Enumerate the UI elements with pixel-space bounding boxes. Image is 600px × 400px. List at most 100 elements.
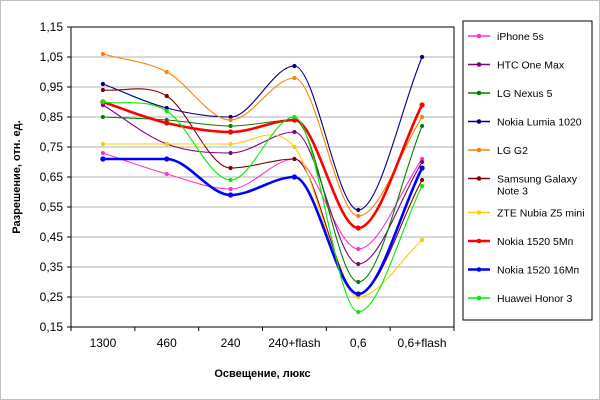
data-point (356, 246, 361, 252)
data-point (227, 192, 234, 198)
x-tick-label: 0,6+flash (398, 336, 447, 350)
data-point (356, 279, 361, 285)
legend-label: Nokia 1520 5Мп (497, 236, 573, 248)
legend-label: Nokia 1520 16Мп (497, 265, 579, 277)
data-point (419, 102, 425, 108)
data-point (228, 186, 233, 192)
data-point (292, 75, 297, 81)
data-point (100, 114, 106, 120)
data-point (164, 156, 170, 162)
legend-label: Samsung Galaxy Note 3 (497, 174, 578, 198)
data-point (356, 261, 361, 267)
y-axis-label: Разрешение, отн. ед. (11, 120, 23, 233)
data-point (292, 156, 297, 162)
data-point (100, 141, 106, 147)
data-point (228, 150, 233, 156)
legend-label: LG Nexus 5 (497, 88, 553, 100)
legend-marker (476, 62, 482, 67)
data-point (164, 105, 169, 111)
data-point (100, 156, 106, 162)
data-point (419, 237, 425, 243)
data-point (419, 123, 425, 129)
data-point (291, 117, 298, 123)
y-tick-label: 0,15 (40, 320, 64, 334)
data-point (419, 165, 425, 171)
data-point (100, 81, 106, 87)
data-point (100, 99, 106, 105)
legend-label: Nokia Lumia 1020 (497, 117, 582, 129)
data-point (419, 114, 425, 120)
legend: iPhone 5s HTC One Max LG Nexus 5 Nokia Lumi… (462, 20, 593, 321)
data-point (355, 291, 361, 297)
data-point (419, 156, 425, 162)
legend-marker (476, 267, 482, 272)
y-tick-label: 0,25 (40, 290, 64, 304)
legend-marker (476, 147, 482, 153)
data-point (164, 141, 169, 147)
y-tick-label: 0,85 (40, 110, 64, 124)
data-point (228, 114, 233, 120)
y-tick-label: 0,75 (40, 140, 64, 154)
data-point (356, 207, 361, 213)
y-tick-label: 0,65 (40, 170, 64, 184)
tick-labels: 0,15 0,25 0,35 0,45 0,55 0,65 0,75 0,85 0,95 1,05… (40, 20, 447, 350)
series-huawei-honor-3 (100, 99, 425, 315)
data-point (164, 120, 170, 126)
data-point (228, 165, 233, 171)
legend-label: LG G2 (497, 145, 528, 157)
data-point (164, 108, 169, 114)
data-point (228, 123, 233, 129)
legend-marker (476, 90, 482, 96)
legend-item-samsung-galaxy-note-3: Samsung Galaxy Note 3 (468, 174, 578, 198)
legend-marker (476, 210, 482, 215)
data-point (419, 159, 425, 165)
legend-label: ZTE Nubia Z5 mini (497, 208, 585, 220)
legend-label: iPhone 5s (497, 31, 544, 43)
data-point (292, 129, 297, 135)
y-tick-label: 1,05 (40, 50, 64, 64)
y-tick-label: 0,95 (40, 80, 64, 94)
data-point (227, 129, 234, 135)
data-point (292, 63, 297, 69)
legend-marker (476, 295, 482, 301)
data-point (228, 177, 233, 183)
gridlines (71, 56, 454, 298)
legend-item-lg-g2: LG G2 (468, 145, 528, 157)
legend-label: HTC One Max (497, 60, 565, 72)
data-point (419, 54, 425, 60)
legend-item-iphone-5s: iPhone 5s (468, 31, 544, 43)
data-point (292, 144, 297, 150)
data-point (100, 150, 106, 156)
data-point (356, 213, 361, 219)
x-tick-label: 240+flash (268, 336, 320, 350)
legend-marker (476, 238, 482, 244)
data-point (291, 174, 298, 180)
y-tick-label: 1,15 (40, 20, 64, 34)
legend-item-zte-nubia-z5-mini: ZTE Nubia Z5 mini (468, 208, 585, 220)
legend-label: Huawei Honor 3 (497, 293, 572, 305)
data-point (164, 69, 169, 75)
data-point (100, 87, 106, 93)
legend-marker (476, 176, 482, 181)
legend-item-lg-nexus-5: LG Nexus 5 (468, 88, 553, 100)
legend-marker (476, 119, 482, 124)
data-point (100, 51, 106, 57)
series-zte-nubia-z5-mini (100, 134, 425, 300)
legend-item-nokia-lumia-1020: Nokia Lumia 1020 (468, 117, 582, 129)
series-lg-g2 (100, 51, 425, 219)
legend-item-nokia-1520-5: Nokia 1520 5Мп (468, 236, 573, 248)
y-tick-label: 0,45 (40, 230, 64, 244)
series-nokia-1520-16 (100, 156, 425, 297)
axes (67, 26, 455, 331)
data-point (356, 309, 361, 315)
x-tick-label: 460 (157, 336, 177, 350)
x-tick-label: 1300 (90, 336, 117, 350)
data-point (228, 117, 233, 123)
data-point (419, 177, 425, 183)
x-axis-label: Освещение, люкс (214, 368, 310, 380)
x-tick-label: 240 (221, 336, 241, 350)
series-nokia-lumia-1020 (100, 54, 425, 213)
legend-item-huawei-honor-3: Huawei Honor 3 (468, 293, 572, 305)
